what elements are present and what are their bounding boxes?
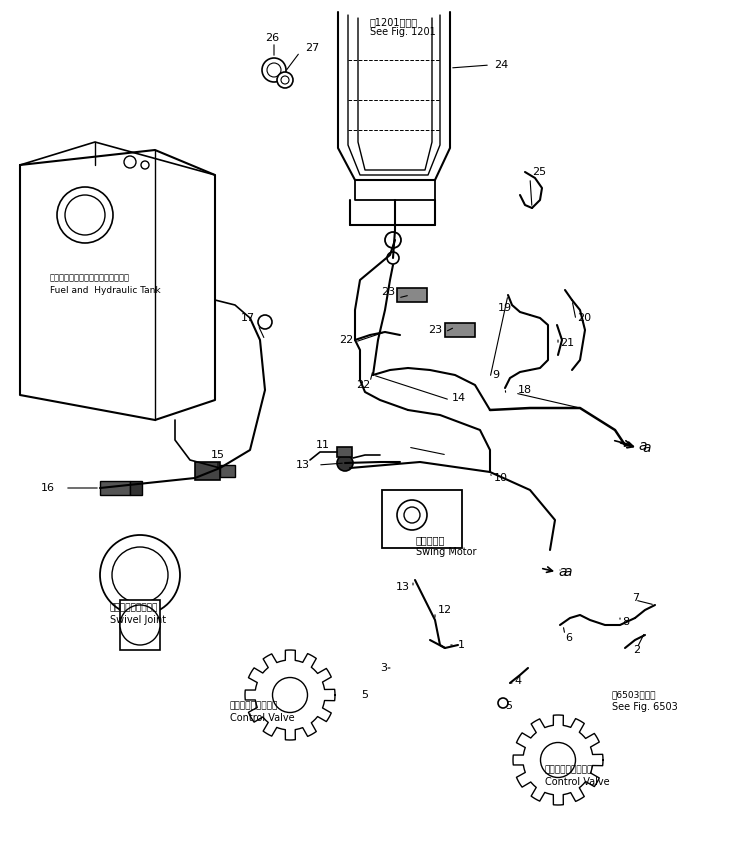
Text: 14: 14: [452, 393, 466, 403]
Bar: [130, 481, 142, 495]
Text: フェルおよびハイドロリックタンク: フェルおよびハイドロリックタンク: [50, 274, 130, 282]
Text: Swivel Joint: Swivel Joint: [110, 615, 166, 625]
Text: 22: 22: [339, 335, 353, 345]
Text: 17: 17: [241, 313, 255, 323]
Text: 3: 3: [380, 663, 387, 673]
Text: 8: 8: [622, 617, 629, 627]
Text: 4: 4: [514, 676, 521, 686]
Text: 7: 7: [633, 593, 639, 603]
Circle shape: [277, 72, 293, 88]
Text: コントロールバルブ: コントロールバルブ: [230, 701, 278, 711]
Bar: [397, 288, 427, 302]
Text: 24: 24: [494, 60, 508, 70]
Text: 6: 6: [565, 633, 572, 643]
Text: スイベルジョイント: スイベルジョイント: [110, 604, 158, 612]
Text: Control Valve: Control Valve: [545, 777, 609, 787]
Text: 16: 16: [41, 483, 55, 493]
Bar: [195, 462, 220, 480]
Bar: [120, 600, 160, 650]
Bar: [445, 323, 475, 337]
Text: 25: 25: [532, 167, 546, 177]
Circle shape: [258, 315, 272, 329]
Text: a: a: [638, 439, 647, 453]
Text: a: a: [558, 565, 566, 579]
Bar: [220, 465, 235, 477]
Text: 旋回モータ: 旋回モータ: [416, 535, 445, 545]
Text: 5: 5: [361, 690, 368, 700]
Text: 11: 11: [316, 440, 330, 450]
Text: 5: 5: [505, 701, 512, 711]
Text: 13: 13: [396, 582, 410, 592]
Text: See Fig. 1201: See Fig. 1201: [370, 27, 436, 37]
Text: Control Valve: Control Valve: [230, 713, 295, 723]
Circle shape: [281, 76, 289, 84]
Circle shape: [112, 547, 168, 603]
Circle shape: [141, 161, 149, 169]
Circle shape: [540, 742, 575, 777]
Text: Fuel and  Hydraulic Tank: Fuel and Hydraulic Tank: [50, 286, 160, 294]
Text: 22: 22: [356, 380, 370, 390]
Text: 10: 10: [494, 473, 508, 483]
Text: Swing Motor: Swing Motor: [416, 547, 477, 557]
Circle shape: [262, 58, 286, 82]
Text: 第1201図参照: 第1201図参照: [370, 17, 418, 27]
Circle shape: [404, 507, 420, 523]
Text: a: a: [563, 565, 572, 579]
Text: 21: 21: [560, 338, 574, 348]
Text: 18: 18: [518, 385, 532, 395]
Text: 19: 19: [498, 303, 512, 313]
Circle shape: [337, 455, 353, 471]
Text: 26: 26: [265, 33, 279, 43]
Text: 1: 1: [458, 640, 465, 650]
Text: コントロールバルブ: コントロールバルブ: [545, 765, 593, 775]
Text: 第6503図参照: 第6503図参照: [612, 691, 657, 699]
Circle shape: [498, 698, 508, 708]
Bar: [100, 481, 130, 495]
Bar: [337, 447, 352, 457]
Text: 27: 27: [305, 43, 319, 53]
Circle shape: [57, 187, 113, 243]
Circle shape: [387, 252, 399, 264]
Text: 20: 20: [577, 313, 591, 323]
Text: 13: 13: [296, 460, 310, 470]
Circle shape: [397, 500, 427, 530]
Circle shape: [65, 195, 105, 235]
Circle shape: [100, 535, 180, 615]
Text: 12: 12: [438, 605, 452, 615]
Text: See Fig. 6503: See Fig. 6503: [612, 702, 678, 712]
Circle shape: [273, 677, 308, 712]
Bar: [382, 490, 462, 548]
Text: 9: 9: [492, 370, 499, 380]
Circle shape: [124, 156, 136, 168]
Circle shape: [267, 63, 281, 77]
Circle shape: [120, 605, 160, 645]
Circle shape: [385, 232, 401, 248]
Text: 23: 23: [428, 325, 442, 335]
Text: a: a: [642, 441, 650, 455]
Text: 2: 2: [634, 645, 641, 655]
Text: 15: 15: [211, 450, 225, 460]
Text: 23: 23: [381, 287, 395, 297]
